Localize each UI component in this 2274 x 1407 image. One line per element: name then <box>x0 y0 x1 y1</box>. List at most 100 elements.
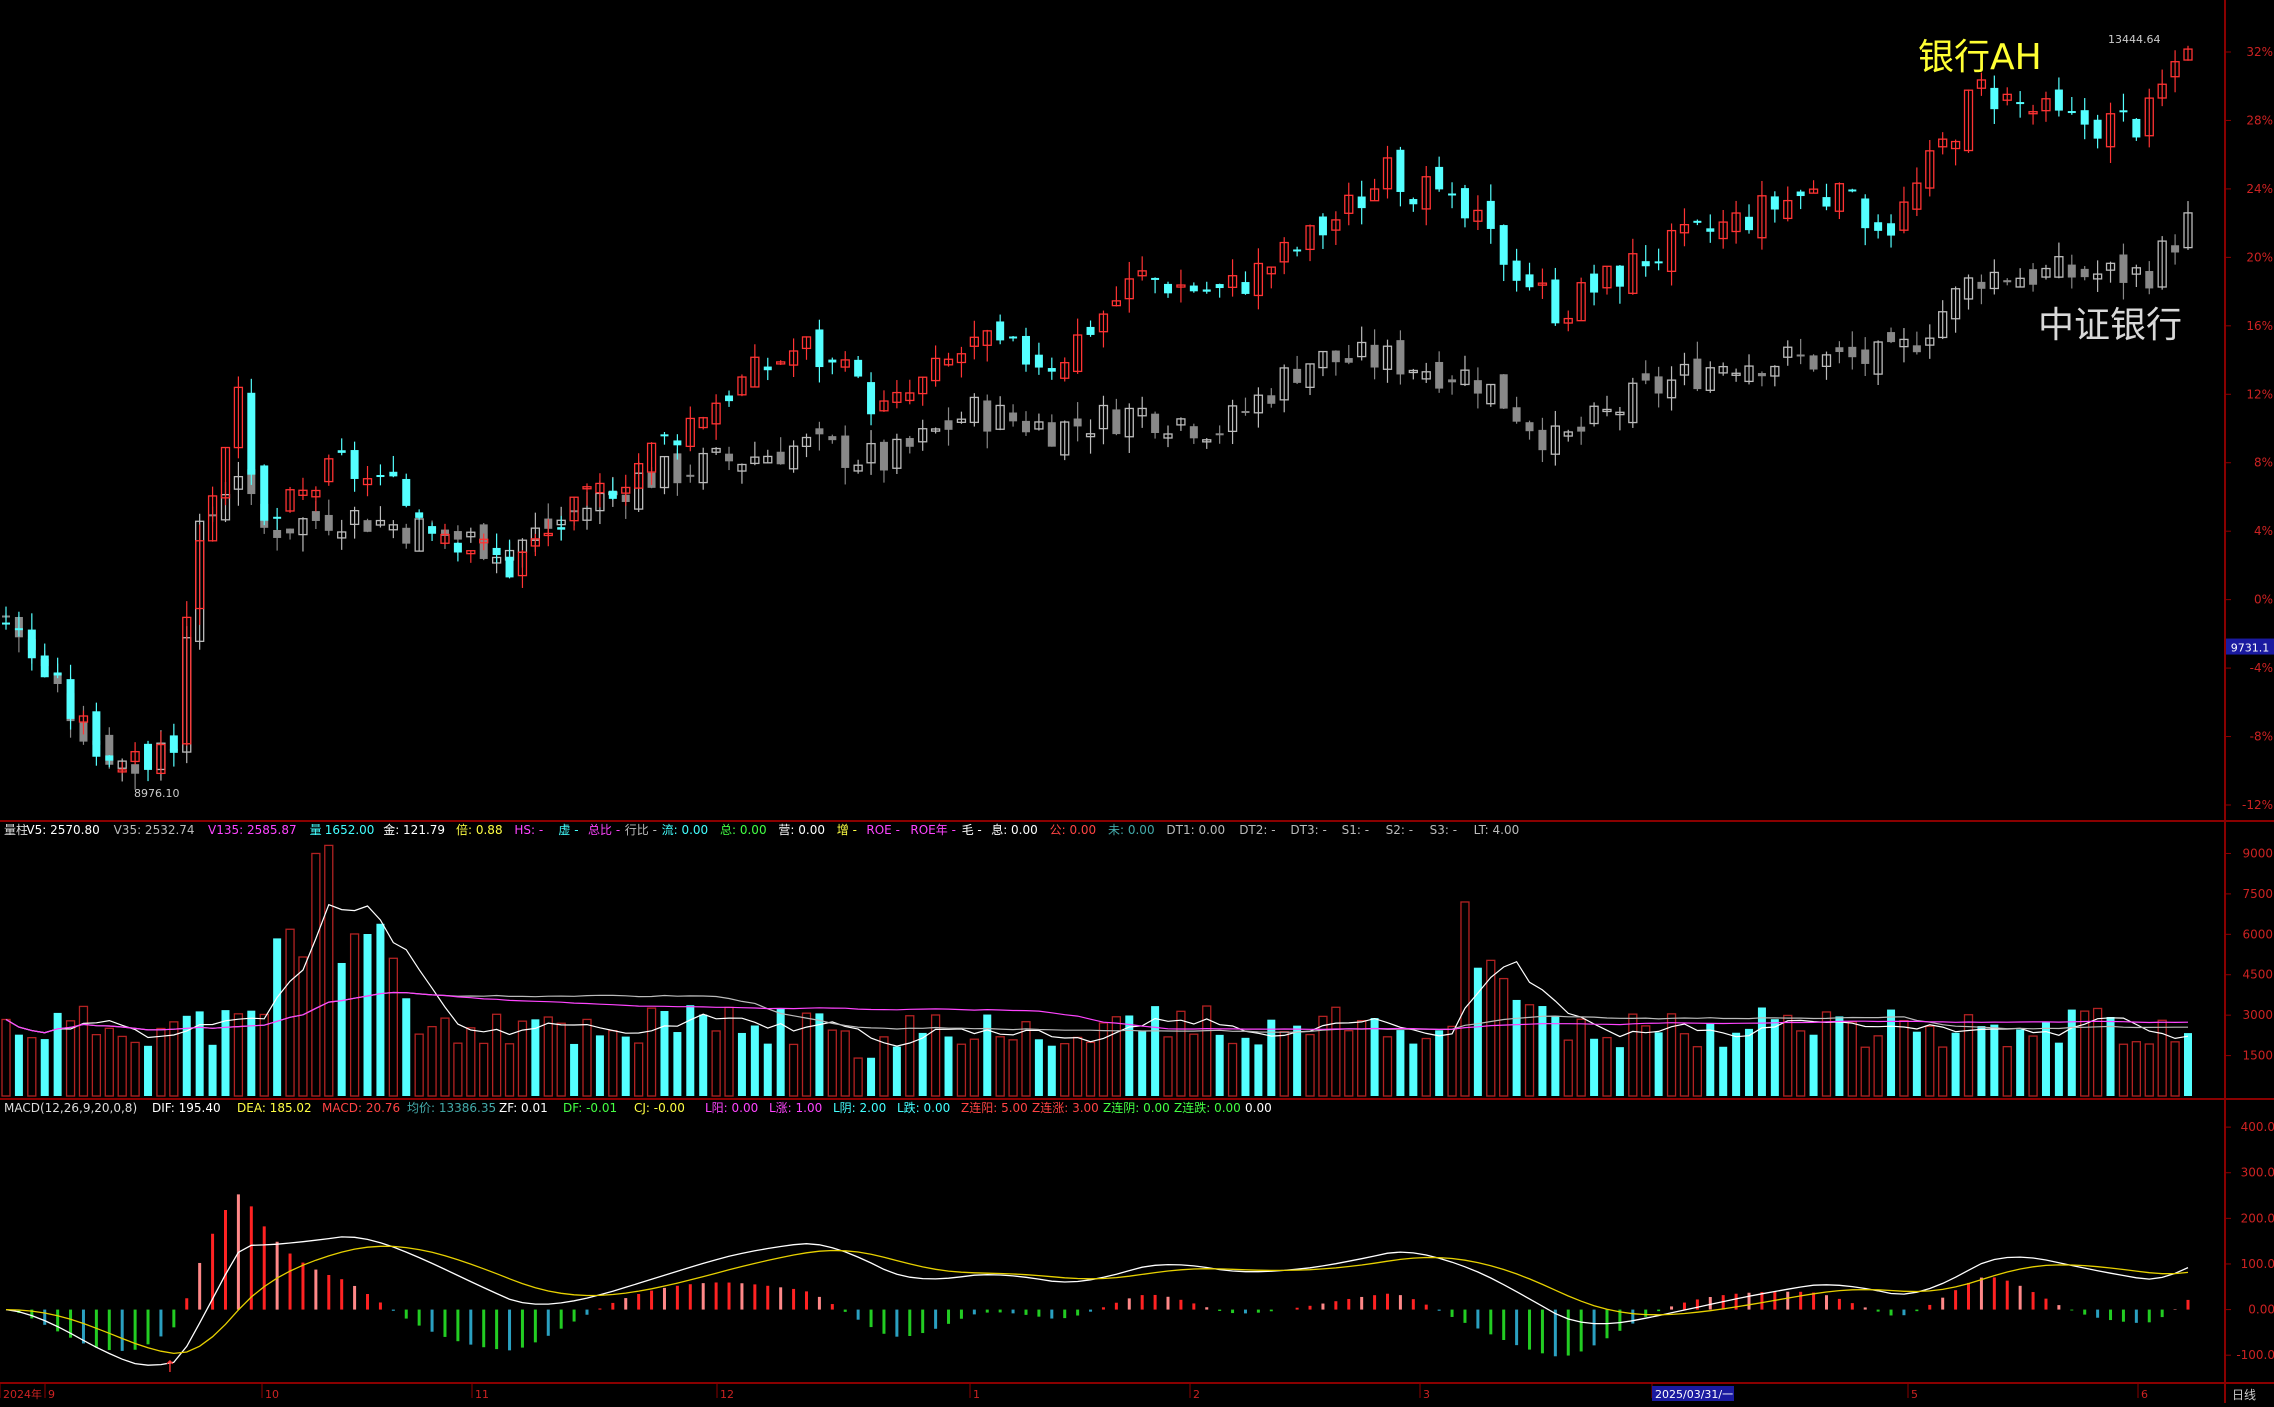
low-marker-label: 8976.10 <box>134 787 180 800</box>
candle-body <box>1021 335 1030 365</box>
period-label: 日线 <box>2232 1388 2256 1402</box>
candle-body <box>711 447 721 453</box>
candle-body <box>788 350 799 366</box>
volume-bar <box>1679 1033 1690 1097</box>
candle-body <box>853 464 863 472</box>
candle-body <box>995 404 1005 430</box>
candle-body <box>1486 200 1495 229</box>
volume-bar <box>1254 1044 1263 1096</box>
volume-legend-item: 总: 0.00 <box>720 823 767 837</box>
volume-bar <box>1409 1043 1418 1096</box>
candle-body <box>1409 199 1418 205</box>
volume-bar <box>1176 1010 1186 1097</box>
candle-body <box>815 428 824 435</box>
volume-bar <box>1512 999 1521 1096</box>
candle-body <box>2015 277 2025 288</box>
volume-bar <box>453 1042 463 1097</box>
candle-body <box>776 451 785 465</box>
candle-body <box>337 531 347 539</box>
candle-body <box>1873 341 1883 375</box>
volume-bar <box>1034 1039 1043 1096</box>
volume-bar <box>440 1017 450 1097</box>
volume-legend-item: S2: - <box>1386 823 1413 837</box>
volume-bar <box>750 1025 759 1096</box>
candle-body <box>1989 271 1999 290</box>
candle-body <box>918 376 928 395</box>
candle-body <box>982 330 992 346</box>
candle-body <box>2145 271 2154 289</box>
candle-body <box>14 628 23 631</box>
volume-legend-item: HS: - <box>514 823 543 837</box>
macd-legend-item: Z连阴: 0.00 <box>1103 1100 1170 1115</box>
candle-body <box>737 463 747 472</box>
price-tick-label: -4% <box>2250 661 2273 675</box>
volume-bar <box>983 1014 992 1096</box>
candle-body <box>1963 277 1974 300</box>
macd-tick-label: 300.0 <box>2241 1166 2274 1180</box>
candle-body <box>801 336 812 350</box>
candle-body <box>1615 265 1624 287</box>
candle-body <box>2041 267 2051 278</box>
candle-body <box>763 366 772 371</box>
candle-body <box>737 376 747 396</box>
candle-body <box>828 436 837 441</box>
candle-body <box>673 453 682 484</box>
candle-body <box>1163 433 1173 439</box>
candle-body <box>996 321 1005 341</box>
candle-body <box>1757 373 1766 377</box>
candle-body <box>2092 273 2103 280</box>
volume-bar <box>1435 1030 1444 1096</box>
volume-bar <box>1421 1037 1431 1097</box>
candle-body <box>156 743 166 775</box>
volume-bar <box>1 1018 11 1097</box>
volume-bar <box>815 1013 824 1096</box>
candle-body <box>105 755 114 761</box>
volume-bar <box>479 1042 489 1097</box>
volume-bar <box>646 1007 657 1097</box>
volume-legend-item: 未: 0.00 <box>1108 823 1155 837</box>
volume-tick-label: 1500 <box>2242 1049 2273 1063</box>
volume-bar <box>1357 1019 1367 1097</box>
volume-bar <box>1551 1015 1560 1096</box>
volume-bar <box>2041 1021 2050 1096</box>
candle-body <box>1666 379 1677 399</box>
volume-bar <box>1925 1025 1935 1097</box>
volume-bar <box>1305 1033 1315 1097</box>
volume-bar <box>608 1029 618 1097</box>
price-axis: 32% 28% 24% 20% 16% 12% 8% 4% 0% -4% -8% -12% <box>2225 45 2273 812</box>
candle-body <box>2 622 10 625</box>
volume-bar <box>582 1018 592 1097</box>
candle-body <box>273 516 282 519</box>
candle-body <box>1693 358 1702 390</box>
price-tick-label: 8% <box>2254 456 2273 470</box>
volume-bar <box>1835 1016 1844 1096</box>
time-axis: 2024年 9 10 11 12 1 2 3 2025/03/31/一 5 6 日线 <box>0 1384 2256 1402</box>
candle-body <box>1602 265 1612 289</box>
volume-bar <box>1666 1013 1677 1097</box>
volume-bar <box>1072 1036 1083 1097</box>
current-value-badge <box>2226 638 2274 655</box>
volume-bar <box>595 1035 604 1096</box>
candle-body <box>930 428 941 432</box>
macd-panel: MACD(12,26,9,20,0,8) DIF: 195.40 DEA: 185.… <box>4 1100 2274 1376</box>
candle-body <box>956 353 967 364</box>
macd-tick-label: 0.00 <box>2248 1303 2274 1317</box>
candle-body <box>1473 209 1483 222</box>
candle-body <box>1693 220 1702 223</box>
candle-body <box>673 440 682 446</box>
candle-body <box>1227 405 1238 433</box>
candle-body <box>2119 110 2128 113</box>
volume-bar <box>53 1012 62 1096</box>
candle-body <box>273 529 282 538</box>
volume-bar <box>169 1021 179 1097</box>
volume-bar <box>427 1025 437 1097</box>
volume-bar <box>298 956 308 1097</box>
candle-body <box>1421 371 1431 380</box>
volume-bar <box>414 1033 424 1097</box>
volume-bar <box>2106 1017 2115 1096</box>
price-tick-label: 28% <box>2246 113 2273 127</box>
series-label-bank-ah: 银行AH <box>1918 37 2042 78</box>
candle-body <box>66 679 75 719</box>
